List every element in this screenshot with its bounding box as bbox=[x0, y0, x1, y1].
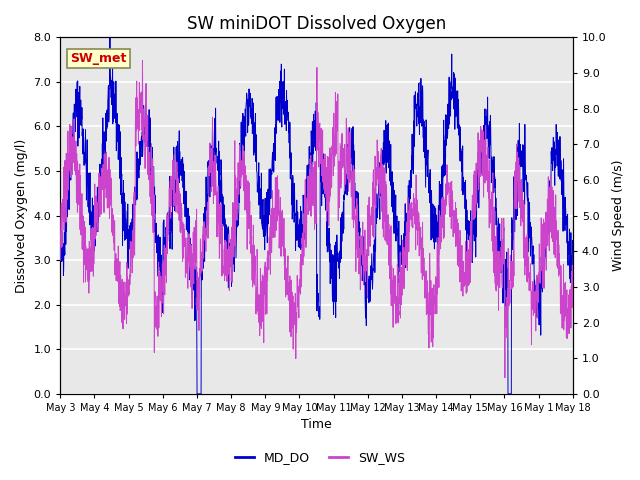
Y-axis label: Dissolved Oxygen (mg/l): Dissolved Oxygen (mg/l) bbox=[15, 138, 28, 293]
Text: SW_met: SW_met bbox=[70, 52, 127, 65]
Title: SW miniDOT Dissolved Oxygen: SW miniDOT Dissolved Oxygen bbox=[187, 15, 446, 33]
X-axis label: Time: Time bbox=[301, 419, 332, 432]
Y-axis label: Wind Speed (m/s): Wind Speed (m/s) bbox=[612, 160, 625, 271]
Legend: MD_DO, SW_WS: MD_DO, SW_WS bbox=[230, 446, 410, 469]
